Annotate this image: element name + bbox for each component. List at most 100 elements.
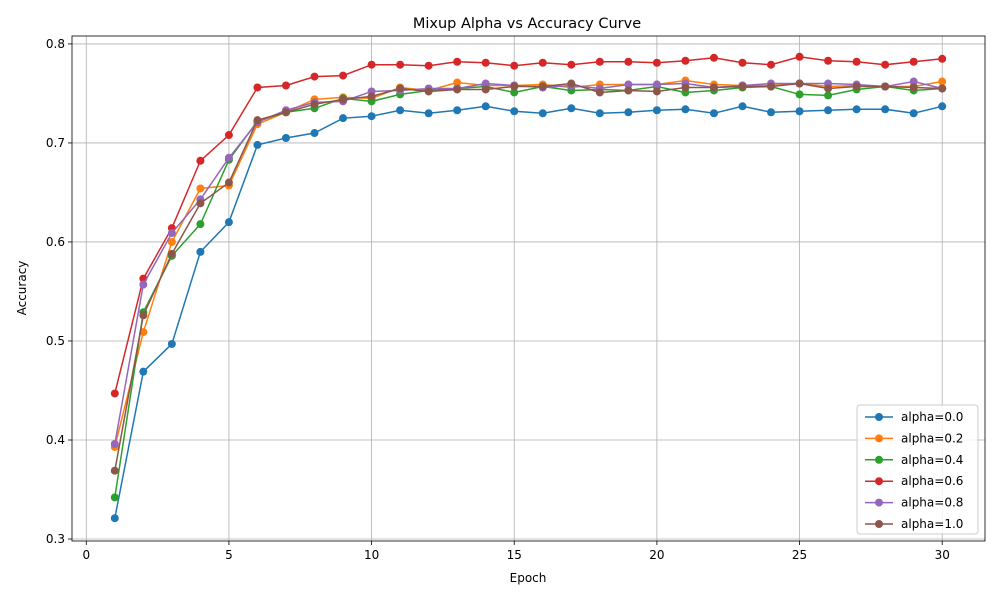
y-tick-label: 0.3 <box>46 532 65 546</box>
data-point <box>339 71 348 80</box>
legend-item: alpha=0.8 <box>865 496 963 510</box>
legend-label: alpha=0.0 <box>901 410 963 424</box>
legend-label: alpha=0.6 <box>901 474 963 488</box>
legend-label: alpha=0.2 <box>901 431 963 445</box>
data-point <box>709 109 718 118</box>
legend-marker <box>875 413 883 421</box>
series-alpha-0-0 <box>110 102 947 523</box>
data-point <box>938 84 947 93</box>
x-tick-label: 10 <box>364 548 379 562</box>
legend-marker <box>875 455 883 464</box>
series-alpha-0-6 <box>110 52 947 398</box>
data-point <box>852 105 861 114</box>
data-point <box>681 56 690 65</box>
data-point <box>224 153 233 162</box>
data-point <box>709 53 718 62</box>
plot-frame <box>71 35 986 542</box>
data-point <box>738 82 747 91</box>
data-point <box>396 106 405 115</box>
data-point <box>310 72 319 81</box>
legend-item: alpha=0.6 <box>865 474 963 488</box>
legend-marker <box>875 498 883 507</box>
y-tick-label: 0.6 <box>46 235 65 249</box>
data-point <box>396 84 405 93</box>
data-point <box>595 109 604 118</box>
data-point <box>310 100 319 109</box>
legend: alpha=0.0 alpha=0.2 alpha=0.4 alpha=0.6 alph… <box>856 404 979 535</box>
series-line <box>114 105 943 519</box>
data-point <box>624 57 633 66</box>
data-point <box>253 83 262 92</box>
data-point <box>110 389 119 398</box>
data-point <box>852 82 861 91</box>
data-point <box>652 106 661 115</box>
data-point <box>224 218 233 227</box>
data-point <box>767 82 776 91</box>
data-point <box>510 107 519 116</box>
data-point <box>510 82 519 91</box>
y-tick-label: 0.7 <box>46 136 65 150</box>
data-point <box>339 95 348 104</box>
data-point <box>367 60 376 69</box>
x-tick-label: 30 <box>935 548 950 562</box>
y-tick-label: 0.8 <box>46 37 65 51</box>
data-point <box>824 84 833 93</box>
legend-box <box>856 404 979 535</box>
data-point <box>281 81 290 90</box>
y-axis-label: Accuracy <box>15 261 29 316</box>
data-point <box>481 79 490 88</box>
data-point <box>652 58 661 67</box>
data-point <box>538 58 547 67</box>
data-point <box>196 184 205 193</box>
data-point <box>795 90 804 99</box>
legend-marker <box>875 520 883 528</box>
series-alpha-1-0 <box>110 79 947 475</box>
data-point <box>909 77 918 86</box>
y-tick-label: 0.5 <box>46 334 65 348</box>
data-point <box>709 83 718 92</box>
data-point <box>339 114 348 123</box>
data-point <box>767 108 776 117</box>
data-point <box>510 61 519 70</box>
x-tick-label: 15 <box>507 548 522 562</box>
data-point <box>110 466 119 475</box>
data-point <box>881 60 890 69</box>
data-point <box>881 82 890 91</box>
x-tick-label: 5 <box>225 548 233 562</box>
data-point <box>795 52 804 61</box>
x-tick-label: 0 <box>82 548 90 562</box>
data-point <box>567 60 576 69</box>
chart-title: Mixup Alpha vs Accuracy Curve <box>413 16 641 32</box>
legend-marker <box>875 434 883 443</box>
data-point <box>139 280 148 289</box>
data-point <box>281 108 290 117</box>
data-point <box>167 237 176 246</box>
legend-item: alpha=0.0 <box>865 410 963 424</box>
data-point <box>139 311 148 320</box>
data-point <box>110 514 119 523</box>
legend-marker <box>875 477 883 486</box>
data-point <box>453 57 462 66</box>
data-point <box>196 156 205 165</box>
data-point <box>624 108 633 117</box>
data-point <box>424 109 433 118</box>
data-point <box>538 82 547 91</box>
legend-label: alpha=1.0 <box>901 517 963 531</box>
data-point <box>538 109 547 118</box>
data-point <box>110 493 119 502</box>
data-point <box>681 105 690 114</box>
data-point <box>595 88 604 97</box>
data-point <box>795 107 804 116</box>
data-point <box>424 87 433 96</box>
data-point <box>881 105 890 114</box>
data-point <box>624 80 633 89</box>
y-tick-label: 0.4 <box>46 433 65 447</box>
data-point <box>196 247 205 256</box>
legend-item: alpha=0.2 <box>865 431 963 445</box>
legend-item: alpha=0.4 <box>865 453 963 467</box>
x-axis-label: Epoch <box>510 571 547 585</box>
data-point <box>196 199 205 208</box>
data-point <box>253 116 262 125</box>
